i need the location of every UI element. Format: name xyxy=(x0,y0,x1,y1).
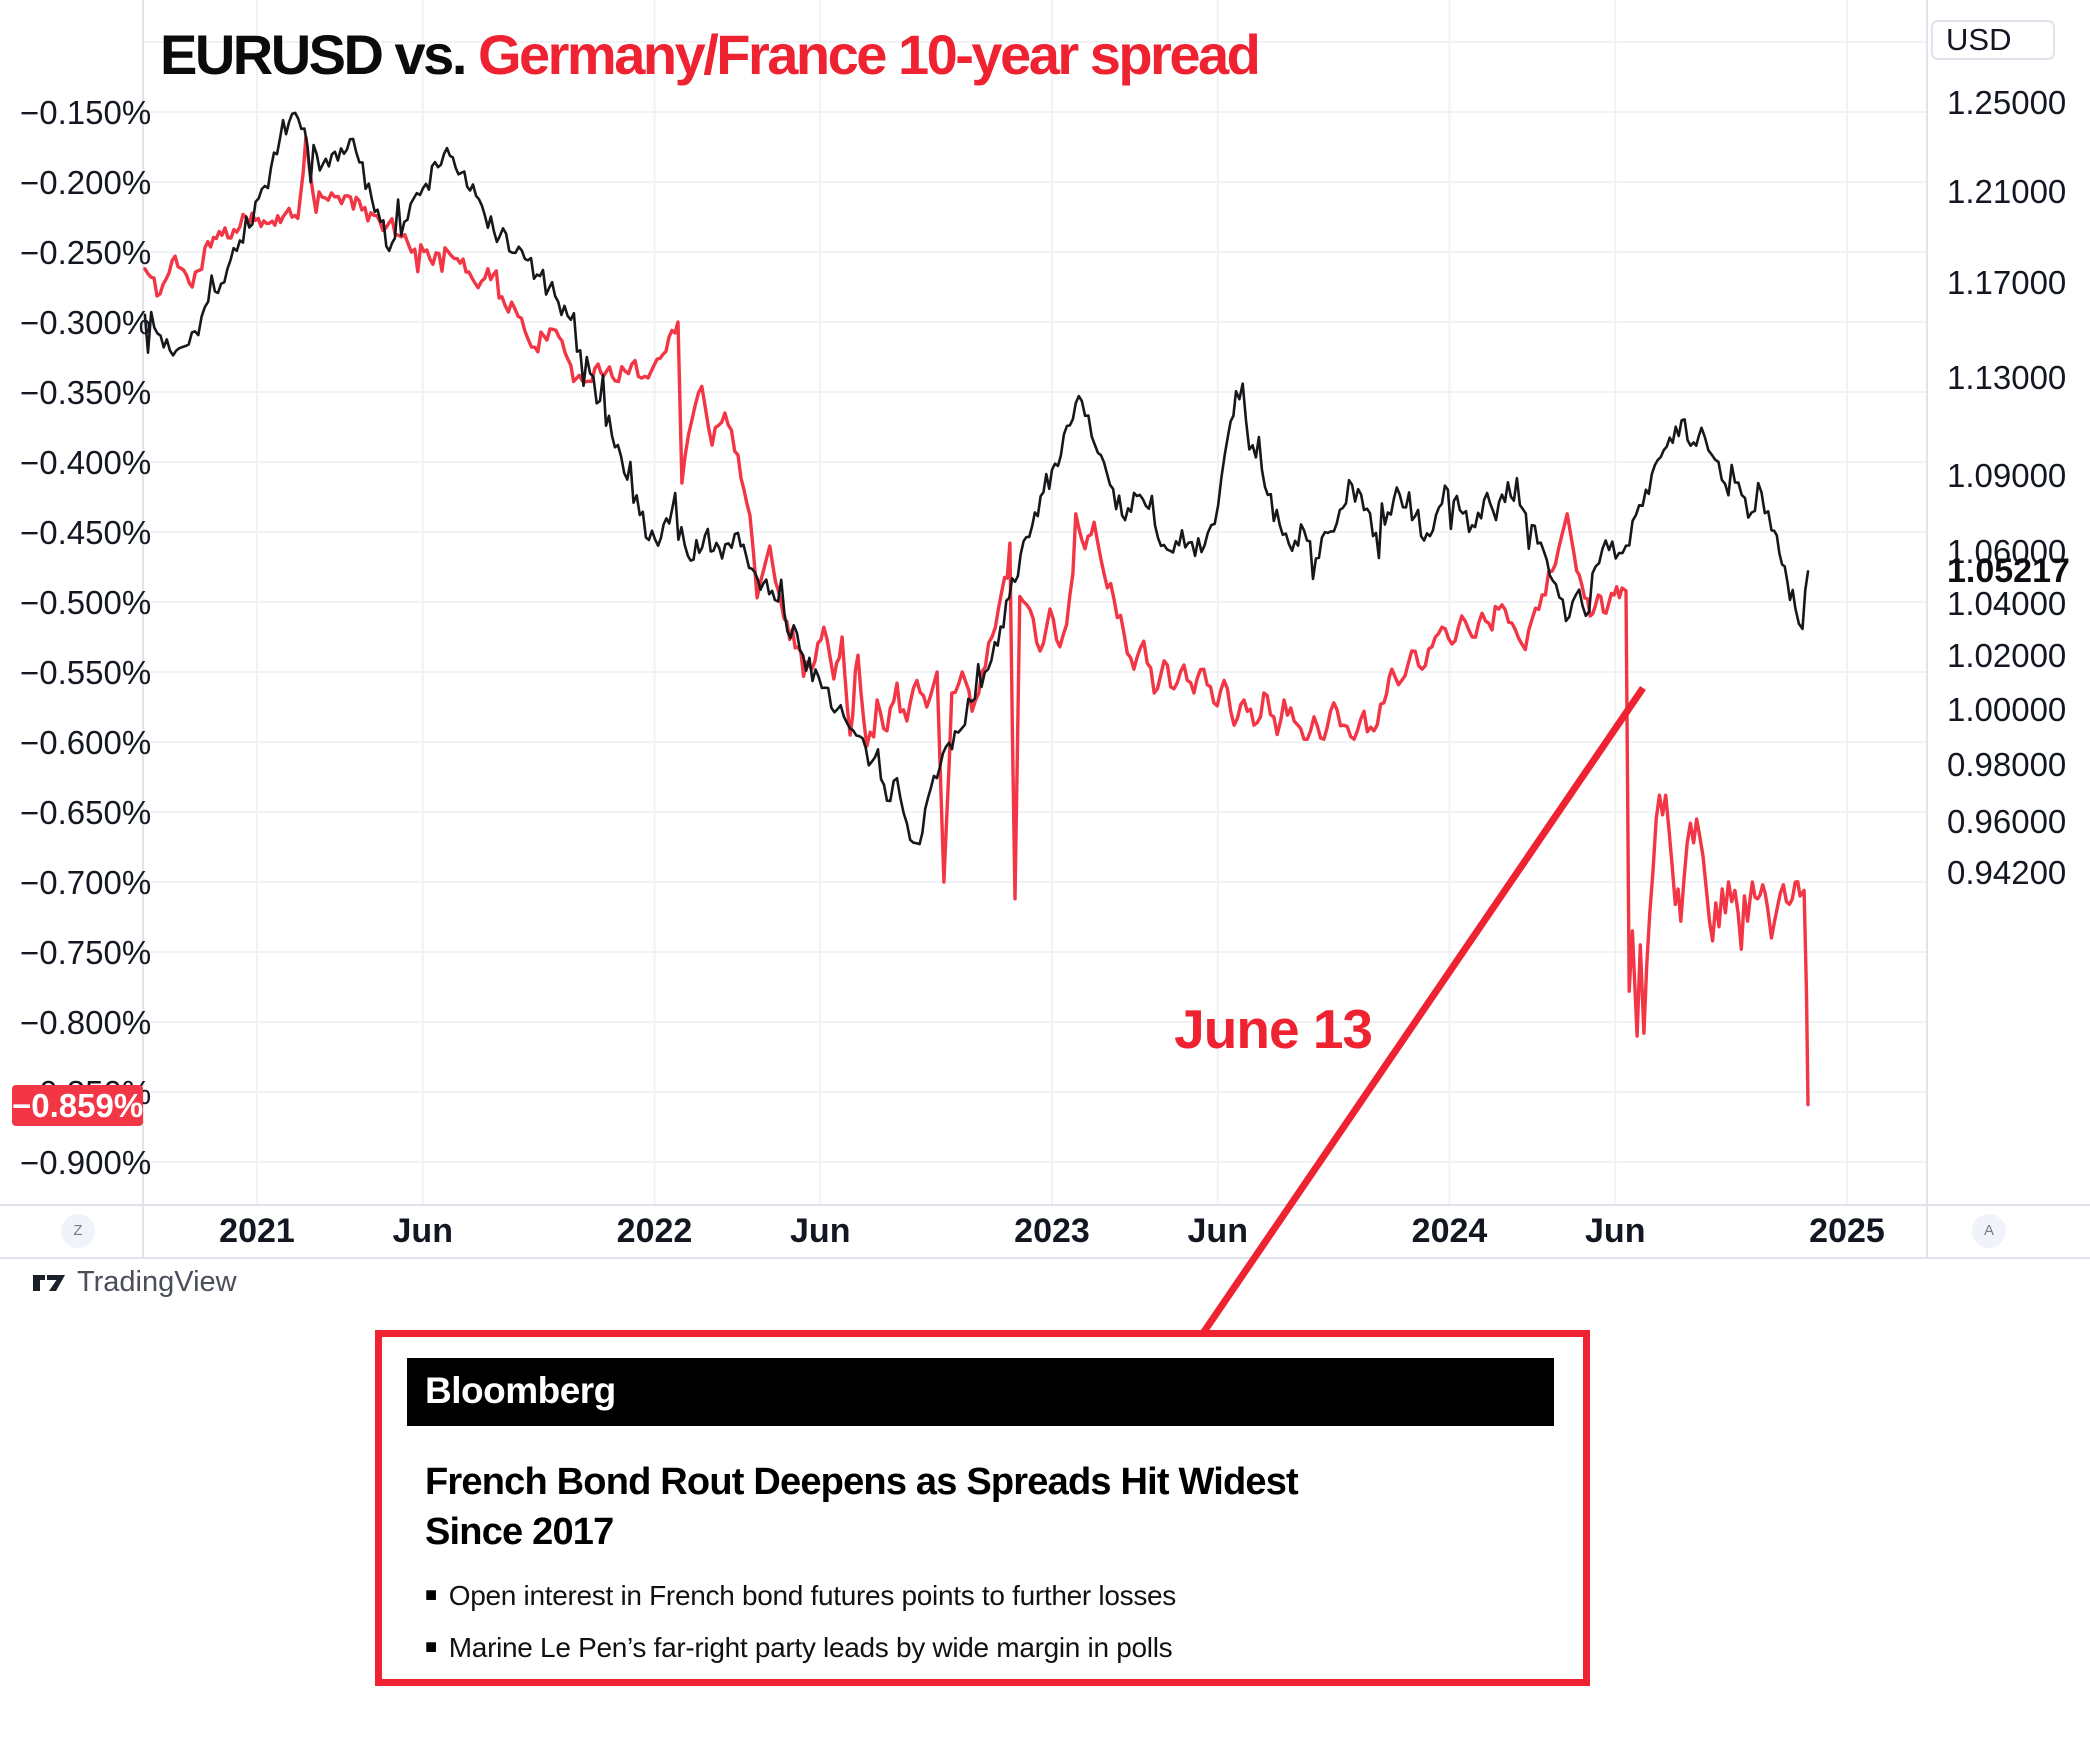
auto-scale-button[interactable]: A xyxy=(1972,1214,2006,1248)
price-last-value-label: 1.05217 xyxy=(1947,551,2070,590)
chart-title-spread: Germany/France 10-year spread xyxy=(477,23,1261,86)
time-axis-tick-label: Jun xyxy=(1585,1212,1646,1250)
right-axis-tick-label: 1.17000 xyxy=(1947,264,2067,302)
left-axis-tick-label: −0.450% xyxy=(20,514,152,551)
timezone-button[interactable]: Z xyxy=(61,1214,95,1248)
news-bullet-text: Open interest in French bond futures poi… xyxy=(448,1580,1177,1611)
time-axis-tick-label: 2024 xyxy=(1411,1212,1488,1250)
news-bullet-text: Marine Le Pen’s far-right party leads by… xyxy=(448,1632,1173,1663)
news-source-label: Bloomberg xyxy=(425,1370,616,1411)
left-axis-tick-label: −0.900% xyxy=(20,1144,152,1181)
spread-last-value-badge: −0.859% xyxy=(12,1084,144,1126)
bullet-square-icon: ■ xyxy=(425,1584,437,1606)
time-axis-tick-label: 2023 xyxy=(1014,1212,1090,1250)
left-axis-tick-label: −0.300% xyxy=(20,304,152,341)
right-axis-tick-label: 1.13000 xyxy=(1947,358,2067,396)
tradingview-attribution[interactable]: TradingView xyxy=(33,1266,237,1299)
left-axis-tick-label: −0.350% xyxy=(20,374,152,411)
news-card: Bloomberg French Bond Rout Deepens as Sp… xyxy=(375,1330,1590,1686)
left-axis-tick-label: −0.200% xyxy=(20,164,152,201)
right-axis-tick-label: 1.21000 xyxy=(1947,172,2067,210)
left-axis-tick-label: −0.600% xyxy=(20,724,152,761)
bullet-square-icon: ■ xyxy=(425,1636,437,1658)
right-axis-tick-label: 1.00000 xyxy=(1947,691,2067,729)
right-axis-tick-label: 1.02000 xyxy=(1947,637,2067,675)
left-axis-tick-label: −0.150% xyxy=(20,94,152,131)
currency-badge[interactable]: USD xyxy=(1931,20,2055,60)
annotation-date-label: June 13 xyxy=(1174,998,1373,1060)
news-bullet: ■ Open interest in French bond futures p… xyxy=(425,1580,1176,1612)
news-source-bar: Bloomberg xyxy=(407,1358,1554,1426)
left-axis-tick-label: −0.700% xyxy=(20,864,152,901)
right-axis-tick-label: 0.98000 xyxy=(1947,746,2067,784)
right-axis-tick-label: 1.06000 xyxy=(1947,532,2067,570)
left-axis-tick-label: −0.400% xyxy=(20,444,152,481)
left-axis-tick-label: −0.650% xyxy=(20,794,152,831)
left-axis-tick-label: −0.750% xyxy=(20,934,152,971)
time-axis-tick-label: 2025 xyxy=(1809,1212,1885,1250)
time-axis-tick-label: 2021 xyxy=(219,1212,295,1250)
left-axis-tick-label: −0.500% xyxy=(20,584,152,621)
time-axis-tick-label: Jun xyxy=(1187,1212,1248,1250)
right-axis-tick-label: 0.94200 xyxy=(1947,854,2067,892)
left-axis-tick-label: −0.550% xyxy=(20,654,152,691)
tradingview-brand-text: TradingView xyxy=(77,1266,237,1298)
tradingview-logo-icon xyxy=(33,1274,65,1291)
news-bullet: ■ Marine Le Pen’s far-right party leads … xyxy=(425,1632,1173,1664)
right-axis-tick-label: 1.09000 xyxy=(1947,456,2067,494)
chart-title-symbol: EURUSD vs. xyxy=(160,23,478,86)
time-axis-tick-label: 2022 xyxy=(616,1212,693,1250)
time-axis-tick-label: Jun xyxy=(392,1212,453,1250)
right-axis-tick-label: 1.04000 xyxy=(1947,584,2067,622)
left-axis-tick-label: −0.250% xyxy=(20,234,152,271)
right-axis-tick-label: 1.25000 xyxy=(1947,84,2067,121)
right-axis-tick-label: 0.96000 xyxy=(1947,802,2067,840)
time-axis-tick-label: Jun xyxy=(790,1212,851,1250)
chart-title: EURUSD vs. Germany/France 10-year spread xyxy=(160,23,1261,86)
news-headline: French Bond Rout Deepens as Spreads Hit … xyxy=(425,1461,1299,1554)
left-axis-tick-label: −0.800% xyxy=(20,1004,152,1041)
